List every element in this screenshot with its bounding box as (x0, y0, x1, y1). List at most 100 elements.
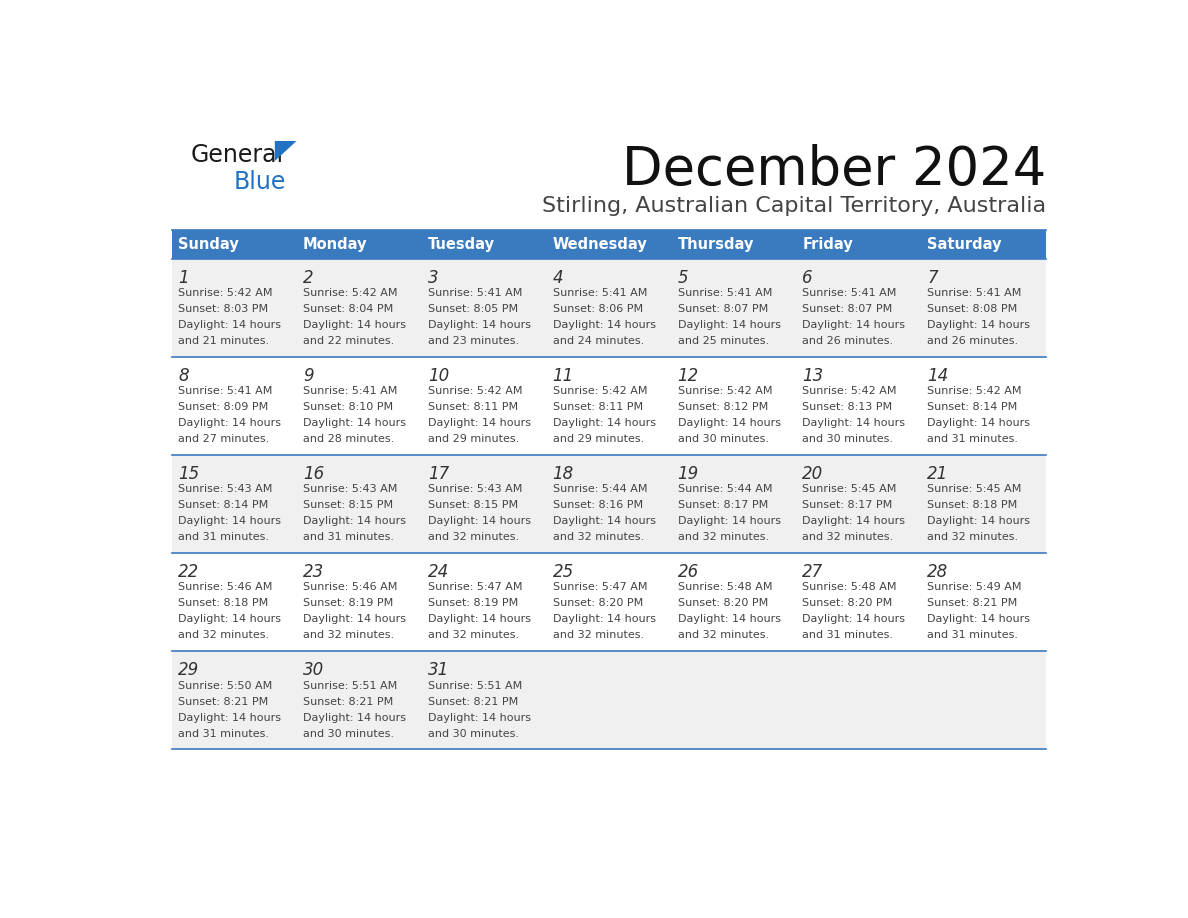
Text: Daylight: 14 hours: Daylight: 14 hours (303, 712, 406, 722)
Text: 6: 6 (802, 269, 813, 286)
Text: and 29 minutes.: and 29 minutes. (552, 434, 644, 444)
Text: and 24 minutes.: and 24 minutes. (552, 336, 644, 346)
Text: Daylight: 14 hours: Daylight: 14 hours (428, 320, 531, 330)
Text: Daylight: 14 hours: Daylight: 14 hours (928, 614, 1030, 624)
Text: Daylight: 14 hours: Daylight: 14 hours (552, 419, 656, 429)
Text: and 32 minutes.: and 32 minutes. (552, 532, 644, 543)
Text: Sunset: 8:18 PM: Sunset: 8:18 PM (178, 599, 268, 609)
Text: Sunrise: 5:46 AM: Sunrise: 5:46 AM (303, 583, 397, 592)
Text: Sunset: 8:17 PM: Sunset: 8:17 PM (802, 500, 892, 510)
Polygon shape (274, 141, 297, 161)
Text: 2: 2 (303, 269, 314, 286)
Text: and 31 minutes.: and 31 minutes. (178, 729, 268, 739)
Text: Sunrise: 5:43 AM: Sunrise: 5:43 AM (428, 485, 523, 495)
Text: Sunrise: 5:42 AM: Sunrise: 5:42 AM (303, 288, 397, 298)
Text: Sunset: 8:03 PM: Sunset: 8:03 PM (178, 304, 268, 314)
Text: Daylight: 14 hours: Daylight: 14 hours (428, 517, 531, 526)
Text: Sunrise: 5:42 AM: Sunrise: 5:42 AM (677, 386, 772, 397)
Text: Sunrise: 5:44 AM: Sunrise: 5:44 AM (552, 485, 647, 495)
Text: 10: 10 (428, 366, 449, 385)
Text: and 21 minutes.: and 21 minutes. (178, 336, 270, 346)
Text: Sunrise: 5:45 AM: Sunrise: 5:45 AM (802, 485, 897, 495)
Text: Sunrise: 5:42 AM: Sunrise: 5:42 AM (928, 386, 1022, 397)
Text: and 31 minutes.: and 31 minutes. (928, 631, 1018, 641)
Text: 17: 17 (428, 465, 449, 483)
Text: and 32 minutes.: and 32 minutes. (428, 532, 519, 543)
Text: Monday: Monday (303, 237, 367, 252)
Text: Sunset: 8:21 PM: Sunset: 8:21 PM (303, 697, 393, 707)
Text: Sunset: 8:14 PM: Sunset: 8:14 PM (928, 402, 1018, 412)
Text: and 31 minutes.: and 31 minutes. (178, 532, 268, 543)
Text: Sunrise: 5:48 AM: Sunrise: 5:48 AM (802, 583, 897, 592)
Bar (172, 357, 1045, 455)
Text: and 22 minutes.: and 22 minutes. (303, 336, 394, 346)
Text: and 31 minutes.: and 31 minutes. (928, 434, 1018, 444)
Text: 24: 24 (428, 563, 449, 581)
Text: Sunset: 8:19 PM: Sunset: 8:19 PM (303, 599, 393, 609)
Text: Sunset: 8:12 PM: Sunset: 8:12 PM (677, 402, 767, 412)
Text: and 23 minutes.: and 23 minutes. (428, 336, 519, 346)
Text: 30: 30 (303, 661, 324, 679)
Text: Stirling, Australian Capital Territory, Australia: Stirling, Australian Capital Territory, … (542, 196, 1045, 217)
Bar (172, 553, 1045, 651)
Text: and 25 minutes.: and 25 minutes. (677, 336, 769, 346)
Text: Daylight: 14 hours: Daylight: 14 hours (802, 419, 905, 429)
Text: Sunset: 8:10 PM: Sunset: 8:10 PM (303, 402, 393, 412)
Text: Daylight: 14 hours: Daylight: 14 hours (552, 517, 656, 526)
Text: and 31 minutes.: and 31 minutes. (303, 532, 394, 543)
Text: Sunrise: 5:43 AM: Sunrise: 5:43 AM (178, 485, 272, 495)
Text: Sunrise: 5:43 AM: Sunrise: 5:43 AM (303, 485, 397, 495)
Text: Sunset: 8:04 PM: Sunset: 8:04 PM (303, 304, 393, 314)
Text: Sunrise: 5:50 AM: Sunrise: 5:50 AM (178, 680, 272, 690)
Text: and 32 minutes.: and 32 minutes. (552, 631, 644, 641)
Text: Daylight: 14 hours: Daylight: 14 hours (928, 419, 1030, 429)
Text: Sunrise: 5:42 AM: Sunrise: 5:42 AM (178, 288, 272, 298)
Text: and 29 minutes.: and 29 minutes. (428, 434, 519, 444)
Text: 27: 27 (802, 563, 823, 581)
Text: Wednesday: Wednesday (552, 237, 647, 252)
Text: and 26 minutes.: and 26 minutes. (802, 336, 893, 346)
Text: Sunset: 8:17 PM: Sunset: 8:17 PM (677, 500, 767, 510)
Text: Tuesday: Tuesday (428, 237, 494, 252)
Text: and 28 minutes.: and 28 minutes. (303, 434, 394, 444)
Text: 26: 26 (677, 563, 699, 581)
Text: Sunrise: 5:41 AM: Sunrise: 5:41 AM (303, 386, 397, 397)
Text: Sunrise: 5:41 AM: Sunrise: 5:41 AM (428, 288, 523, 298)
Text: Sunrise: 5:47 AM: Sunrise: 5:47 AM (428, 583, 523, 592)
Text: 5: 5 (677, 269, 688, 286)
Text: and 30 minutes.: and 30 minutes. (428, 729, 519, 739)
Text: Daylight: 14 hours: Daylight: 14 hours (802, 517, 905, 526)
Text: Sunset: 8:09 PM: Sunset: 8:09 PM (178, 402, 268, 412)
Text: 13: 13 (802, 366, 823, 385)
Text: 18: 18 (552, 465, 574, 483)
Bar (422, 230, 546, 259)
Text: Sunset: 8:07 PM: Sunset: 8:07 PM (802, 304, 892, 314)
Bar (172, 651, 1045, 749)
Text: 16: 16 (303, 465, 324, 483)
Text: 28: 28 (928, 563, 948, 581)
Text: Daylight: 14 hours: Daylight: 14 hours (802, 320, 905, 330)
Text: 4: 4 (552, 269, 563, 286)
Text: Blue: Blue (234, 170, 286, 194)
Text: and 26 minutes.: and 26 minutes. (928, 336, 1018, 346)
Text: Sunrise: 5:45 AM: Sunrise: 5:45 AM (928, 485, 1022, 495)
Text: Sunset: 8:21 PM: Sunset: 8:21 PM (178, 697, 268, 707)
Text: 8: 8 (178, 366, 189, 385)
Text: Daylight: 14 hours: Daylight: 14 hours (303, 419, 406, 429)
Text: 14: 14 (928, 366, 948, 385)
Text: Sunrise: 5:51 AM: Sunrise: 5:51 AM (303, 680, 397, 690)
Text: 12: 12 (677, 366, 699, 385)
Text: Sunset: 8:11 PM: Sunset: 8:11 PM (552, 402, 643, 412)
Text: General: General (191, 143, 284, 167)
Text: Sunrise: 5:42 AM: Sunrise: 5:42 AM (552, 386, 647, 397)
Text: and 32 minutes.: and 32 minutes. (178, 631, 270, 641)
Text: Sunset: 8:20 PM: Sunset: 8:20 PM (552, 599, 643, 609)
Text: Daylight: 14 hours: Daylight: 14 hours (303, 320, 406, 330)
Text: December 2024: December 2024 (621, 144, 1045, 196)
Text: Daylight: 14 hours: Daylight: 14 hours (928, 517, 1030, 526)
Text: Daylight: 14 hours: Daylight: 14 hours (178, 517, 282, 526)
Text: Sunset: 8:20 PM: Sunset: 8:20 PM (802, 599, 892, 609)
Text: Daylight: 14 hours: Daylight: 14 hours (552, 614, 656, 624)
Text: Daylight: 14 hours: Daylight: 14 hours (428, 614, 531, 624)
Text: 22: 22 (178, 563, 200, 581)
